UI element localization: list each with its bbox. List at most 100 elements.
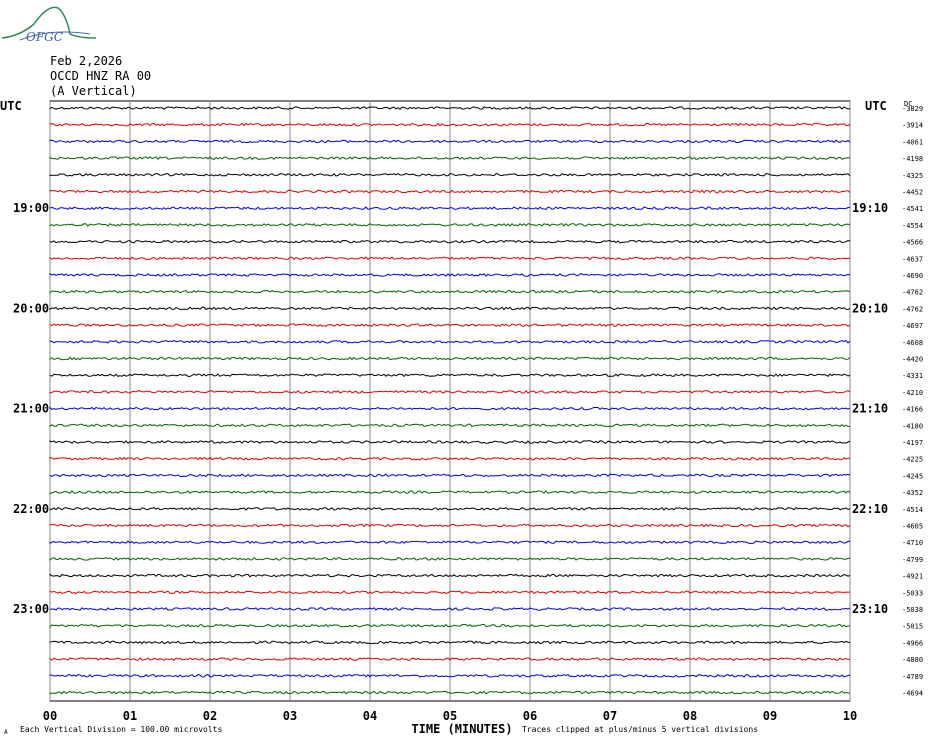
trace-line (49, 607, 851, 611)
right-time-label: 20:10 (852, 301, 888, 315)
trace-line (49, 289, 851, 294)
trace-line (49, 473, 851, 478)
x-axis-title: TIME (MINUTES) (411, 722, 512, 736)
dc-offset-label: -4180 (902, 422, 923, 430)
dc-offset-label: -5033 (902, 589, 923, 597)
dc-offset-label: -4198 (902, 155, 923, 163)
dc-offset-label: -5038 (902, 606, 923, 614)
trace-line (49, 356, 851, 361)
dc-offset-label: -4197 (902, 439, 923, 447)
component-label: (A Vertical) (50, 84, 137, 98)
dc-offset-label: -5015 (902, 623, 923, 631)
clip-note: Traces clipped at plus/minus 5 vertical … (522, 725, 758, 734)
trace-line (49, 557, 851, 562)
trace-line (49, 456, 851, 461)
dc-offset-label: -4420 (902, 356, 923, 364)
trace-line (49, 623, 851, 628)
left-utc-label: UTC (0, 99, 22, 113)
left-time-label: 22:00 (13, 502, 49, 516)
dc-offset-label: -4690 (902, 272, 923, 280)
trace-line (49, 339, 851, 344)
scale-note: Each Vertical Division = 100.00 microvol… (20, 725, 222, 734)
x-tick-label: 06 (523, 709, 537, 723)
dc-offset-label: -3914 (902, 122, 923, 130)
left-time-label: 23:00 (13, 602, 49, 616)
dc-offset-label: -4880 (902, 656, 923, 664)
x-tick-label: 03 (283, 709, 297, 723)
trace-line (49, 406, 851, 411)
trace-line (49, 256, 851, 261)
dc-offset-label: -4637 (902, 255, 923, 263)
trace-line (49, 306, 851, 311)
x-tick-label: 07 (603, 709, 617, 723)
trace-line (49, 440, 851, 444)
x-tick-label: 04 (363, 709, 377, 723)
trace-line (49, 423, 851, 428)
x-tick-label: 02 (203, 709, 217, 723)
dc-offset-label: -3829 (902, 105, 923, 113)
trace-line (49, 690, 851, 695)
trace-line (49, 390, 851, 394)
x-tick-label: 00 (43, 709, 57, 723)
trace-line (49, 657, 851, 662)
right-time-label: 22:10 (852, 502, 888, 516)
dc-offset-label: -4694 (902, 690, 923, 698)
trace-line (49, 640, 851, 645)
dc-offset-label: -4762 (902, 305, 923, 313)
trace-line (49, 272, 851, 277)
x-tick-label: 09 (763, 709, 777, 723)
dc-offset-label: -4605 (902, 523, 923, 531)
x-tick-label: 05 (443, 709, 457, 723)
dc-offset-label: -4710 (902, 539, 923, 547)
x-tick-label: 08 (683, 709, 697, 723)
trace-line (49, 490, 851, 494)
dc-offset-label: -4966 (902, 639, 923, 647)
trace-line (49, 189, 851, 194)
dc-offset-label: -4352 (902, 489, 923, 497)
trace-line (49, 139, 851, 144)
dc-offset-label: -4061 (902, 138, 923, 146)
dc-offset-label: -4921 (902, 573, 923, 581)
x-tick-label: 10 (843, 709, 857, 723)
trace-line (49, 673, 851, 678)
dc-offset-label: -4452 (902, 189, 923, 197)
dc-offset-label: -4225 (902, 456, 923, 464)
trace-line (49, 523, 851, 528)
dc-offset-label: -4331 (902, 372, 923, 380)
right-time-label: 23:10 (852, 602, 888, 616)
dc-offset-label: -4762 (902, 289, 923, 297)
dc-offset-label: -4554 (902, 222, 923, 230)
dc-offset-label: -4210 (902, 389, 923, 397)
trace-line (49, 106, 851, 110)
right-time-label: 21:10 (852, 402, 888, 416)
right-utc-label: UTC (865, 99, 887, 113)
left-time-label: 21:00 (13, 402, 49, 416)
ofgc-logo: OFGC (0, 0, 100, 50)
dc-offset-label: -4514 (902, 506, 923, 514)
dc-offset-label: -4541 (902, 205, 923, 213)
dc-label: DC (904, 100, 912, 108)
station-label: OCCD HNZ RA 00 (50, 69, 152, 83)
dc-offset-label: -4799 (902, 556, 923, 564)
trace-line (49, 223, 851, 227)
dc-offset-label: -4697 (902, 322, 923, 330)
corner-mark: A (4, 729, 8, 736)
trace-line (49, 172, 851, 177)
trace-line (49, 590, 851, 595)
dc-offset-label: -4566 (902, 239, 923, 247)
trace-line (49, 206, 851, 211)
trace-line (49, 540, 851, 545)
date-label: Feb 2,2026 (50, 54, 123, 68)
trace-line (49, 506, 851, 511)
dc-offset-label: -4789 (902, 673, 923, 681)
trace-line (49, 573, 851, 578)
trace-line (49, 239, 851, 244)
right-time-label: 19:10 (852, 201, 888, 215)
trace-line (49, 323, 851, 328)
trace-line (49, 156, 851, 160)
dc-offset-label: -4325 (902, 172, 923, 180)
left-time-label: 19:00 (13, 201, 49, 215)
dc-offset-label: -4608 (902, 339, 923, 347)
x-tick-label: 01 (123, 709, 137, 723)
